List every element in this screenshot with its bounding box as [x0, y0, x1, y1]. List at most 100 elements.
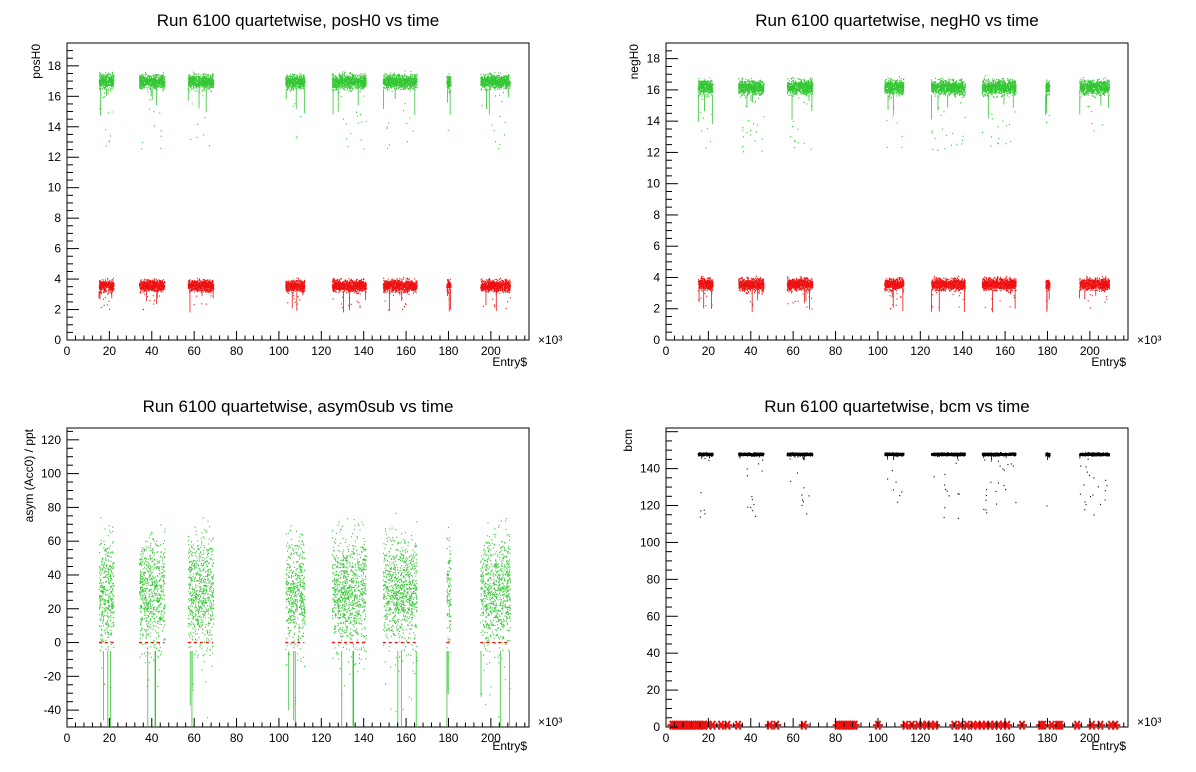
data-point — [290, 73, 292, 75]
data-point — [303, 78, 305, 80]
data-point — [332, 77, 334, 79]
data-point — [392, 85, 394, 88]
data-point — [204, 89, 206, 91]
data-point — [141, 78, 143, 80]
data-point — [349, 73, 351, 75]
data-point — [152, 86, 154, 88]
data-point — [289, 80, 291, 82]
data-point — [402, 74, 404, 77]
data-point — [346, 75, 348, 77]
data-point — [156, 87, 158, 89]
data-point — [406, 87, 408, 89]
data-point — [208, 79, 210, 82]
data-point — [211, 81, 213, 83]
data-point — [335, 77, 337, 79]
data-point — [410, 76, 412, 78]
data-point — [412, 81, 414, 83]
data-point — [140, 87, 142, 89]
data-point — [501, 84, 503, 86]
data-point — [142, 80, 144, 82]
data-point — [358, 81, 360, 83]
data-point — [160, 130, 162, 132]
data-point — [347, 80, 349, 83]
data-point — [188, 83, 190, 85]
data-point — [386, 84, 388, 86]
data-point — [353, 78, 355, 80]
data-point — [395, 77, 397, 79]
data-point — [213, 85, 215, 87]
data-point — [364, 80, 366, 82]
data-point — [108, 76, 110, 78]
data-point — [480, 77, 482, 79]
data-point — [145, 82, 147, 85]
data-point — [401, 82, 403, 85]
data-point — [391, 80, 393, 82]
data-point — [290, 80, 292, 83]
data-point — [144, 87, 146, 89]
data-point — [102, 84, 104, 87]
data-point — [194, 84, 196, 86]
data-point — [402, 79, 404, 81]
data-point — [400, 82, 402, 84]
data-point — [337, 84, 339, 86]
data-point — [499, 143, 501, 145]
data-point — [139, 74, 141, 77]
data-point — [103, 76, 105, 78]
data-point — [104, 82, 106, 85]
data-point — [364, 85, 366, 87]
data-point — [198, 85, 200, 88]
data-point — [108, 74, 110, 76]
data-point — [503, 79, 505, 81]
data-point — [387, 81, 389, 83]
data-point — [99, 77, 101, 80]
data-point — [408, 78, 410, 80]
data-point — [156, 74, 158, 76]
data-point — [353, 81, 355, 83]
data-point — [292, 85, 294, 88]
data-point — [112, 85, 114, 87]
data-point — [163, 77, 165, 79]
data-point — [400, 79, 402, 81]
data-point — [345, 123, 347, 125]
data-point — [110, 80, 112, 82]
data-point — [343, 118, 345, 120]
data-point — [209, 85, 211, 87]
data-point — [340, 86, 342, 88]
data-point — [410, 86, 412, 88]
data-point — [140, 80, 142, 82]
data-point — [105, 85, 107, 87]
data-point — [147, 88, 149, 90]
data-point — [345, 79, 347, 81]
data-point — [158, 79, 160, 81]
data-point — [140, 77, 142, 79]
data-point — [363, 77, 365, 79]
data-point — [390, 78, 392, 80]
data-point — [339, 82, 341, 84]
data-point — [201, 85, 203, 87]
data-point — [107, 74, 109, 76]
data-point — [152, 78, 154, 80]
data-point — [139, 87, 141, 89]
data-point — [301, 74, 303, 76]
data-point — [162, 81, 164, 83]
data-point — [341, 85, 343, 87]
data-point — [156, 85, 158, 87]
data-point — [141, 83, 143, 86]
data-point — [364, 80, 366, 82]
data-point — [349, 85, 351, 88]
data-point — [142, 141, 144, 143]
data-point — [163, 83, 165, 85]
data-point — [353, 85, 355, 87]
data-point — [407, 78, 409, 80]
data-point — [188, 79, 190, 81]
data-point — [335, 75, 337, 77]
data-point — [292, 85, 294, 87]
data-point — [342, 82, 344, 84]
data-point — [190, 138, 192, 141]
data-point — [388, 76, 390, 78]
data-point — [204, 86, 206, 88]
data-point — [344, 78, 346, 80]
data-point — [346, 82, 348, 84]
data-point — [302, 82, 304, 84]
data-point — [361, 82, 363, 84]
